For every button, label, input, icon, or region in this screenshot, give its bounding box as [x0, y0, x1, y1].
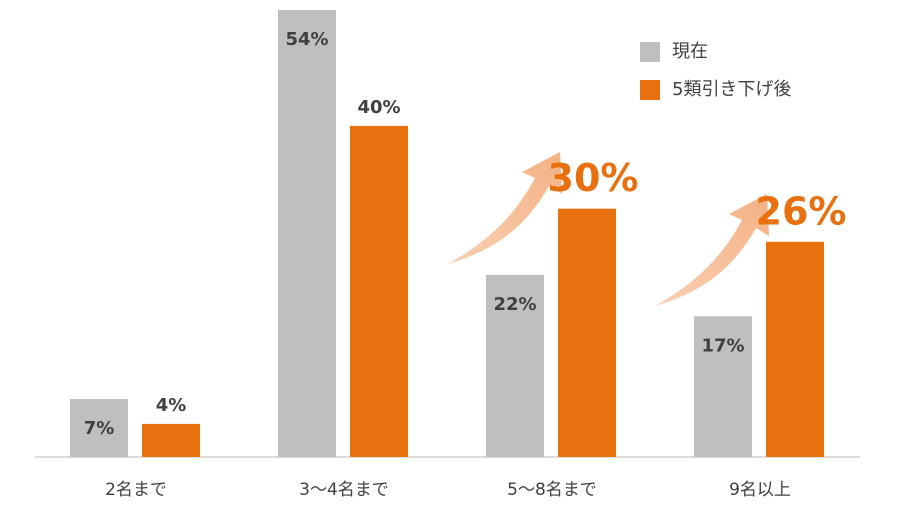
legend-label: 5類引き下げ後 [672, 79, 791, 100]
x-tick-label: 5〜8名まで [507, 480, 597, 500]
legend-swatch [640, 80, 660, 100]
value-label: 22% [493, 294, 536, 315]
trend-arrow [448, 152, 562, 264]
x-tick-label: 9名以上 [729, 480, 791, 500]
bar [694, 316, 752, 457]
value-label: 40% [357, 97, 400, 118]
bar [278, 10, 336, 457]
bar [486, 274, 544, 457]
legend-swatch [640, 42, 660, 62]
x-tick-label: 3〜4名まで [299, 480, 389, 500]
value-label: 30% [548, 156, 639, 200]
value-label: 17% [701, 335, 744, 356]
x-tick-label: 2名まで [105, 480, 167, 500]
bar [142, 423, 200, 457]
bar [766, 241, 824, 457]
bar [558, 208, 616, 457]
trend-arrow [655, 194, 769, 306]
value-label: 7% [84, 418, 115, 439]
legend-label: 現在 [672, 41, 708, 62]
bar [70, 399, 128, 457]
bar [350, 125, 408, 457]
value-label: 4% [156, 395, 187, 416]
value-label: 26% [756, 189, 847, 233]
value-label: 54% [285, 29, 328, 50]
